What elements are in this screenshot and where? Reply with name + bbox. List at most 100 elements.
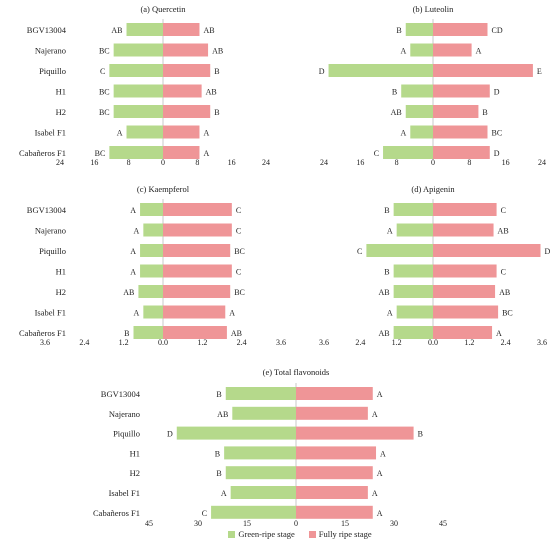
category-label: Piquillo: [39, 246, 66, 256]
significance-letter-red: A: [380, 449, 386, 458]
significance-letter-red: A: [229, 309, 235, 318]
significance-letter-red: A: [372, 489, 378, 498]
bar-fully-ripe: [163, 105, 211, 118]
significance-letter-red: A: [377, 509, 383, 518]
bar-fully-ripe: [433, 146, 490, 159]
x-tick-label: 16: [356, 158, 364, 167]
x-tick-label: 1.2: [464, 338, 474, 347]
bar-green-ripe: [410, 125, 433, 139]
bar-fully-ripe: [433, 105, 479, 118]
bar-fully-ripe: [163, 125, 200, 139]
legend-label-green: Green-ripe stage: [238, 529, 295, 539]
bar-green-ripe: [143, 305, 163, 319]
bar-green-ripe: [393, 326, 433, 339]
x-tick-label: 30: [390, 519, 398, 528]
bar-fully-ripe: [433, 326, 493, 339]
bar-green-ripe: [133, 326, 163, 339]
significance-letter-red: A: [476, 47, 482, 56]
bar-fully-ripe: [163, 84, 202, 98]
significance-letter-red: A: [496, 329, 502, 338]
bar-green-ripe: [393, 285, 433, 298]
significance-letter-red: CD: [492, 26, 503, 35]
significance-letter-green: BC: [95, 149, 106, 158]
significance-letter-red: A: [203, 149, 209, 158]
significance-letter-green: A: [401, 47, 407, 56]
significance-letter-red: C: [236, 206, 241, 215]
significance-letter-red: A: [377, 390, 383, 399]
category-label: Isabel F1: [109, 488, 140, 498]
panel-title: (c) Kaempferol: [137, 184, 190, 194]
x-tick-label: 45: [439, 519, 447, 528]
significance-letter-red: AB: [231, 329, 242, 338]
significance-letter-green: A: [221, 489, 227, 498]
bar-green-ripe: [138, 285, 163, 298]
bar-green-ripe: [405, 23, 433, 36]
significance-letter-green: AB: [391, 108, 402, 117]
bar-fully-ripe: [433, 125, 488, 139]
significance-letter-red: D: [494, 88, 500, 97]
bar-fully-ripe: [296, 505, 373, 519]
bar-fully-ripe: [163, 64, 211, 77]
bar-green-ripe: [225, 466, 296, 480]
significance-letter-green: A: [130, 268, 136, 277]
bar-green-ripe: [109, 64, 163, 77]
significance-letter-red: A: [203, 129, 209, 138]
bar-fully-ripe: [433, 203, 497, 216]
category-label: H1: [130, 448, 140, 458]
significance-letter-green: B: [216, 390, 221, 399]
significance-letter-green: C: [374, 149, 379, 158]
x-tick-label: 8: [395, 158, 399, 167]
significance-letter-green: AB: [111, 26, 122, 35]
significance-letter-green: B: [384, 206, 389, 215]
panel-title: (b) Luteolin: [413, 4, 455, 14]
bar-fully-ripe: [433, 84, 490, 98]
significance-letter-green: B: [215, 449, 220, 458]
bar-fully-ripe: [296, 387, 373, 400]
category-label: Najerano: [109, 409, 140, 419]
bar-fully-ripe: [163, 244, 231, 257]
significance-letter-red: C: [501, 206, 506, 215]
x-tick-label: 30: [194, 519, 202, 528]
category-label: H1: [56, 87, 66, 97]
bar-green-ripe: [405, 105, 433, 118]
bar-green-ripe: [393, 203, 433, 216]
bar-fully-ripe: [433, 264, 497, 278]
bar-fully-ripe: [433, 305, 499, 319]
bar-fully-ripe: [433, 244, 541, 257]
significance-letter-red: AB: [206, 88, 217, 97]
significance-letter-red: C: [236, 227, 241, 236]
significance-letter-red: AB: [203, 26, 214, 35]
x-tick-label: 2.4: [355, 338, 365, 347]
significance-letter-green: AB: [379, 329, 390, 338]
significance-letter-green: D: [319, 67, 325, 76]
significance-letter-green: C: [100, 67, 105, 76]
significance-letter-red: B: [214, 108, 219, 117]
significance-letter-green: A: [401, 129, 407, 138]
bar-green-ripe: [401, 84, 433, 98]
legend-item-green: Green-ripe stage: [228, 529, 295, 539]
category-label: Piquillo: [113, 429, 140, 439]
significance-letter-green: B: [384, 268, 389, 277]
significance-letter-red: BC: [502, 309, 513, 318]
bar-green-ripe: [113, 84, 163, 98]
significance-letter-red: BC: [234, 247, 245, 256]
significance-letter-red: B: [482, 108, 487, 117]
bar-green-ripe: [113, 105, 163, 118]
significance-letter-red: BC: [234, 288, 245, 297]
bar-fully-ripe: [163, 264, 232, 278]
bar-fully-ripe: [163, 326, 227, 339]
category-label: Najerano: [35, 46, 66, 56]
legend-swatch-green: [228, 530, 236, 538]
significance-letter-green: A: [134, 227, 140, 236]
significance-letter-red: AB: [212, 47, 223, 56]
significance-letter-green: B: [216, 469, 221, 478]
significance-letter-green: A: [387, 227, 393, 236]
significance-letter-red: E: [537, 67, 542, 76]
bar-fully-ripe: [433, 223, 494, 237]
significance-letter-green: A: [387, 309, 393, 318]
bar-green-ripe: [113, 43, 163, 57]
panel-title: (d) Apigenin: [411, 184, 455, 194]
category-label: Cabañeros F1: [93, 508, 140, 518]
category-label: H2: [130, 468, 140, 478]
